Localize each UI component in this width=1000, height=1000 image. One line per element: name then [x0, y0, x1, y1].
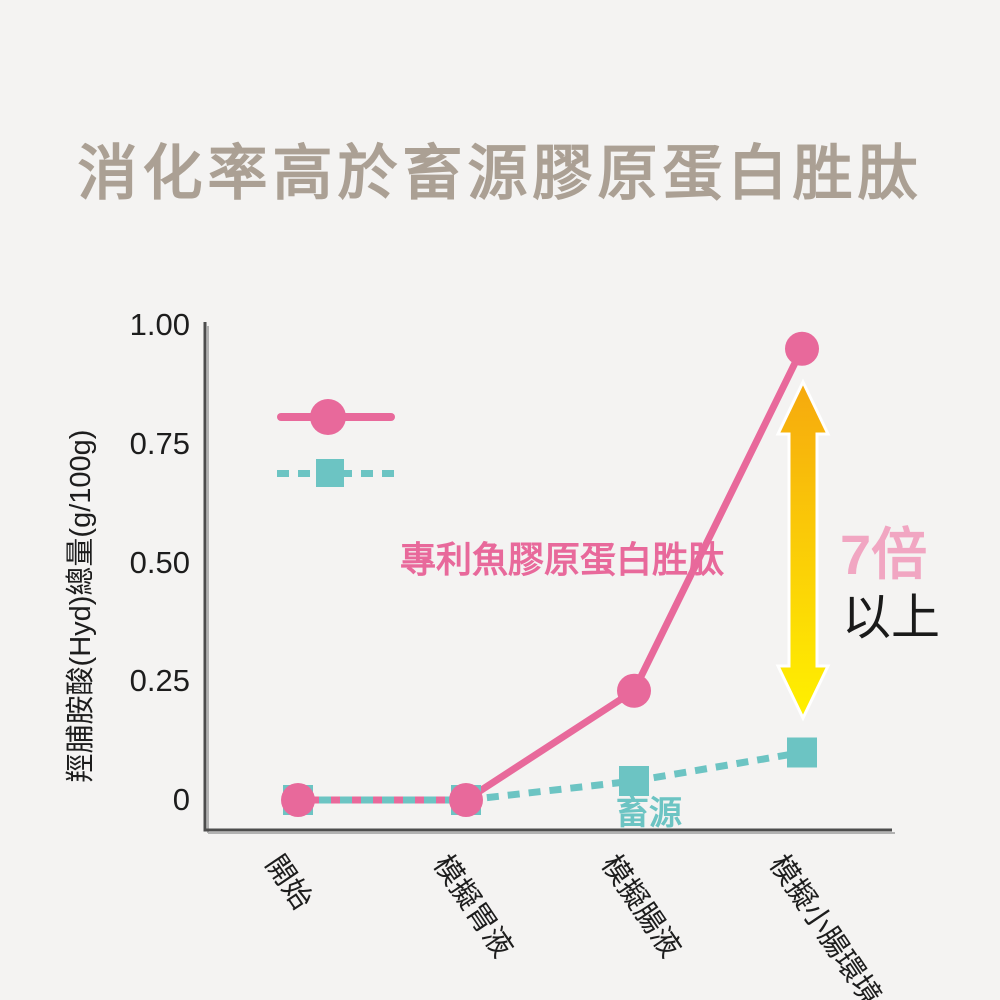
animal-source-series-label: 畜源 — [616, 786, 682, 834]
legend-circle-marker-icon — [310, 399, 346, 435]
fish-collagen-marker — [281, 783, 315, 817]
chart-canvas — [0, 0, 1000, 1000]
fish-collagen-series-label: 專利魚膠原蛋白胜肽 — [400, 531, 724, 583]
fish-collagen-marker — [785, 332, 819, 366]
seven-times-arrow-icon — [778, 382, 828, 718]
animal-source-line — [298, 753, 802, 801]
infographic-chart-page: 消化率高於畜源膠原蛋白胜肽 羥脯胺酸(Hyd)總量(g/100g) 00.250… — [0, 0, 1000, 1000]
legend-square-marker-icon — [316, 459, 344, 487]
fish-collagen-marker — [617, 674, 651, 708]
fish-collagen-marker — [449, 783, 483, 817]
animal-source-marker — [787, 738, 817, 768]
multiplier-suffix-annotation: 以上 — [842, 578, 940, 649]
